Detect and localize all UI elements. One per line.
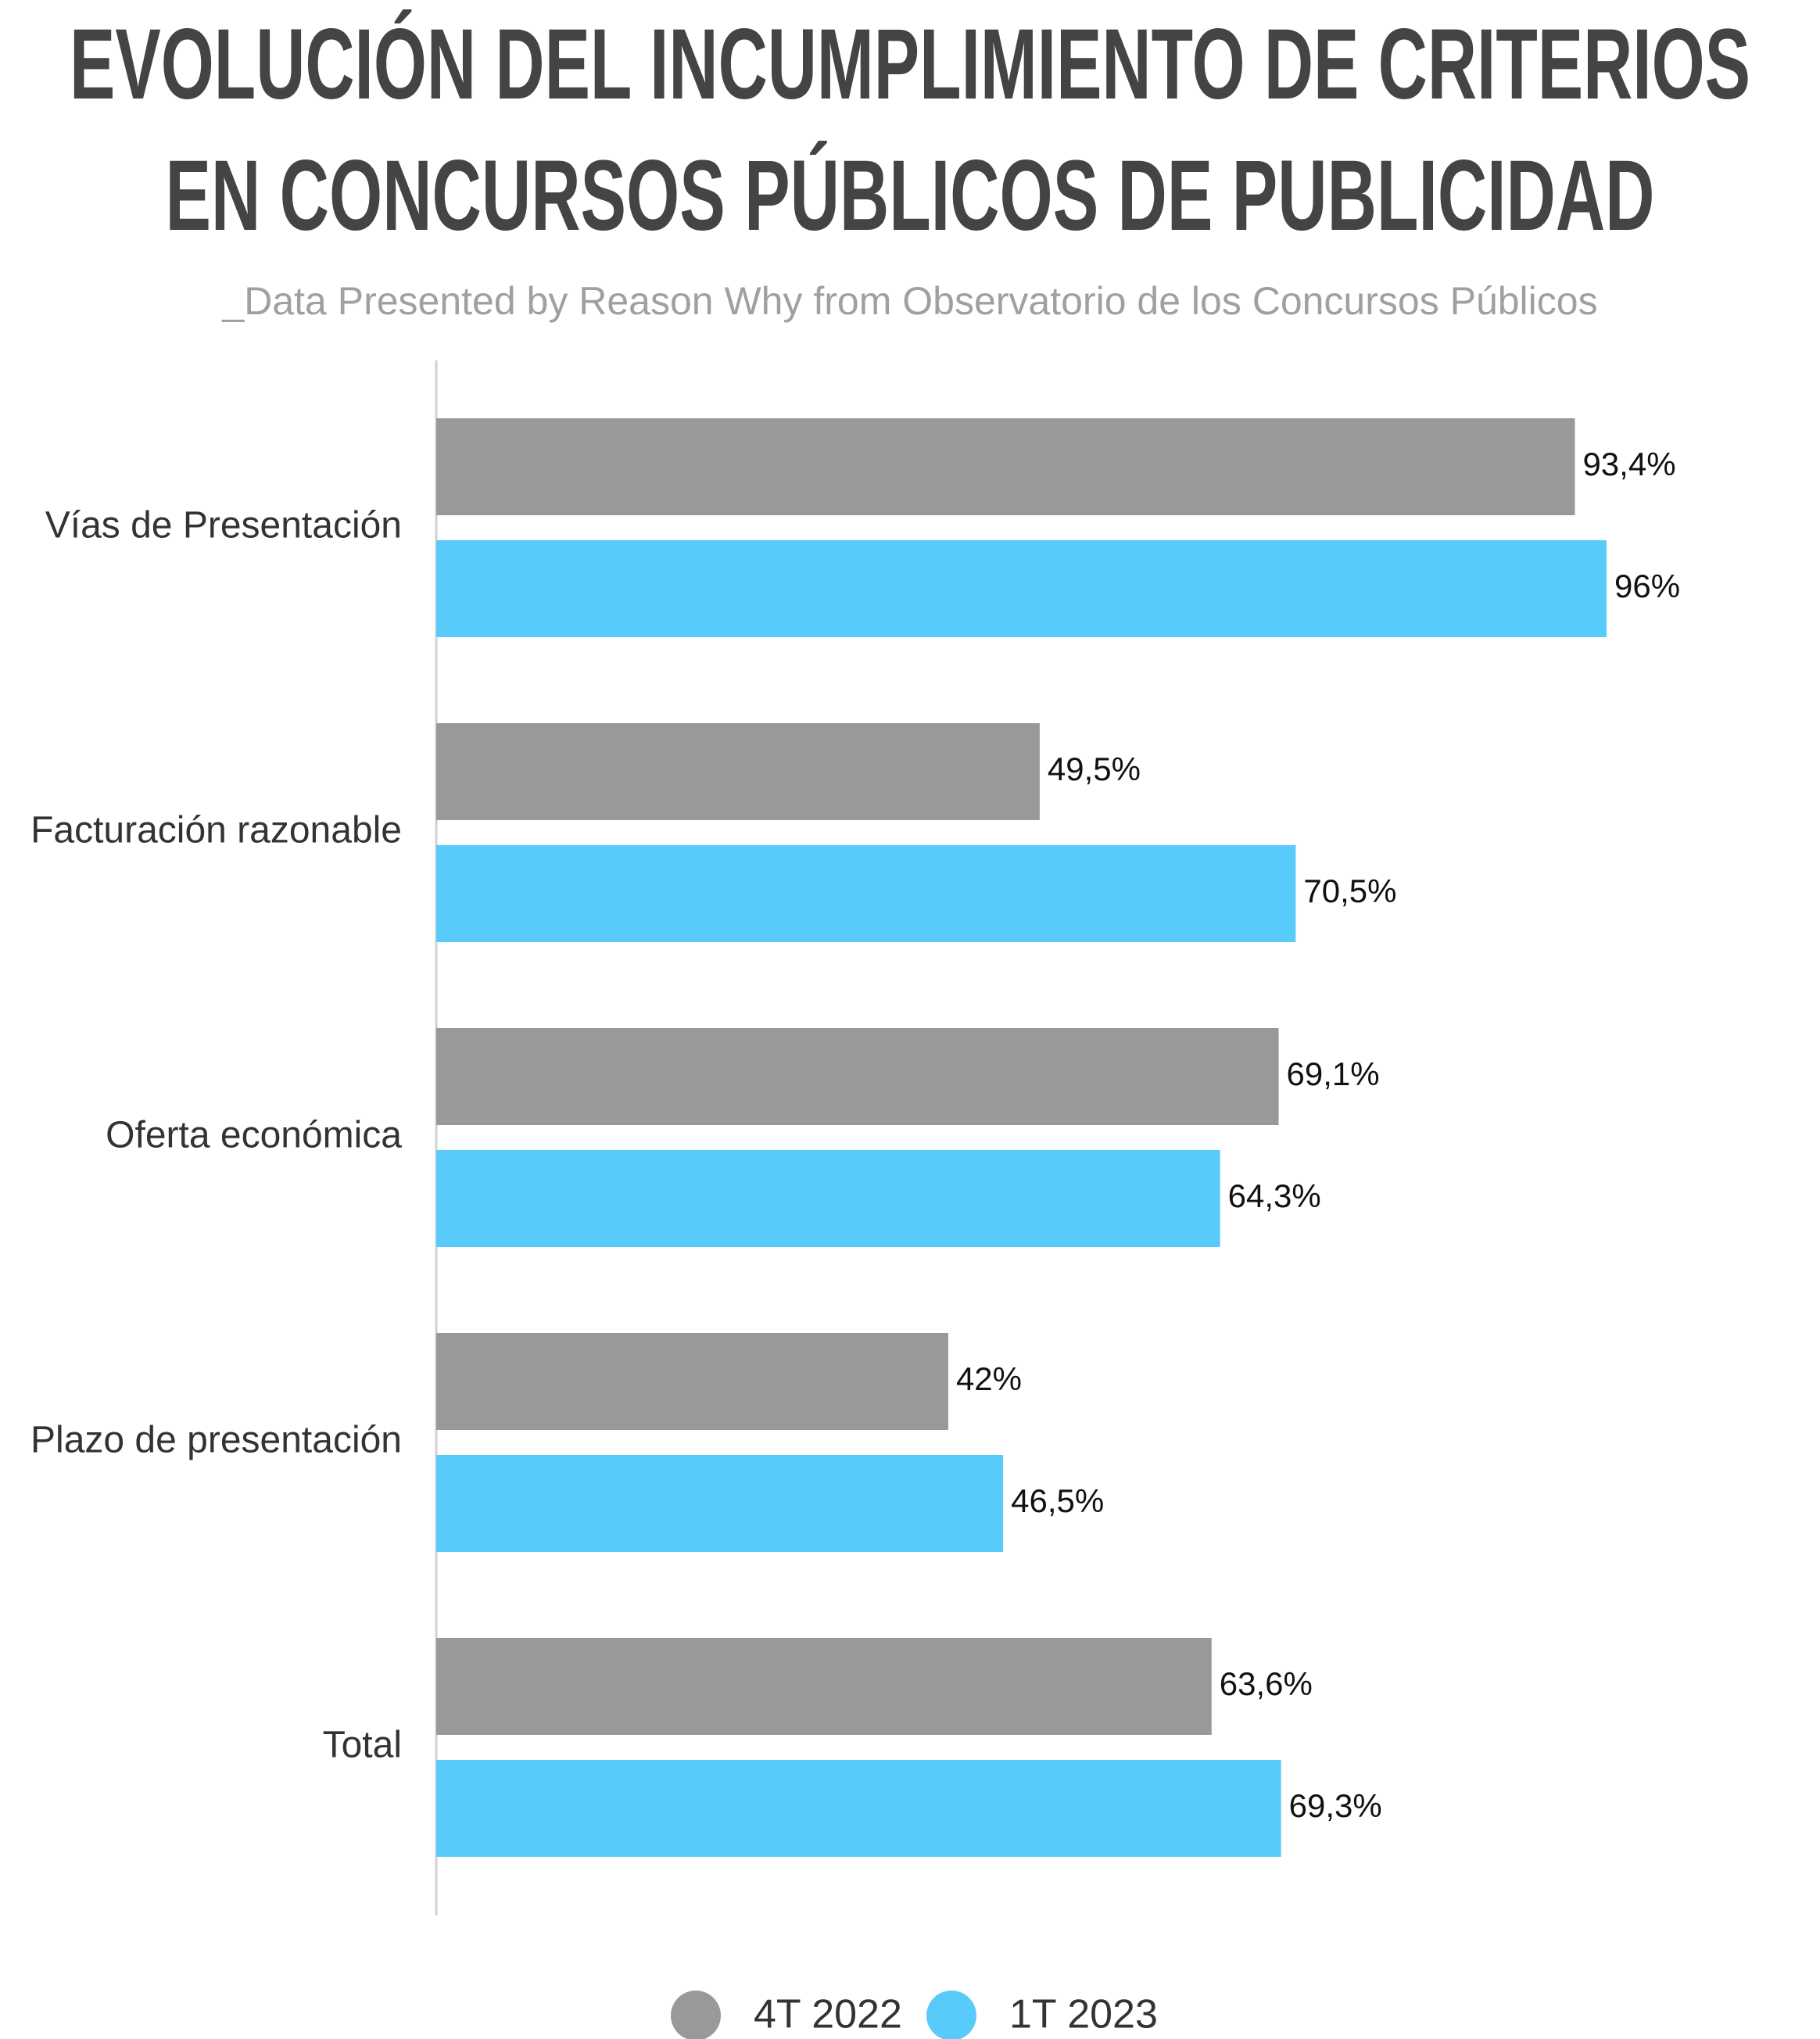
value-label: 70,5% xyxy=(1303,873,1396,909)
category-label: Plazo de presentación xyxy=(30,1420,402,1461)
value-label: 69,1% xyxy=(1287,1055,1380,1092)
bar xyxy=(436,845,1296,942)
bar xyxy=(436,1150,1220,1247)
bar xyxy=(436,1028,1279,1125)
bar xyxy=(436,418,1575,515)
category-label: Vías de Presentación xyxy=(45,505,402,546)
value-label: 69,3% xyxy=(1289,1787,1382,1824)
chart-title: EN CONCURSOS PÚBLICOS DE PUBLICIDAD xyxy=(166,140,1655,252)
legend-marker xyxy=(671,1991,721,2039)
category-label: Total xyxy=(323,1725,402,1766)
chart-title: EVOLUCIÓN DEL INCUMPLIMIENTO DE CRITERIO… xyxy=(70,9,1750,120)
bar xyxy=(436,1638,1212,1735)
legend-label: 1T 2023 xyxy=(1009,1992,1158,2037)
value-label: 96% xyxy=(1614,568,1680,604)
bar xyxy=(436,540,1607,637)
value-label: 49,5% xyxy=(1048,751,1141,787)
category-label: Facturación razonable xyxy=(30,810,402,851)
value-label: 42% xyxy=(956,1360,1022,1397)
legend-marker xyxy=(926,1991,976,2039)
bar xyxy=(436,723,1040,820)
chart-subtitle: _Data Presented by Reason Why from Obser… xyxy=(221,279,1597,323)
category-label: Oferta económica xyxy=(106,1115,402,1156)
bar xyxy=(436,1760,1281,1857)
value-label: 63,6% xyxy=(1220,1665,1313,1702)
bar xyxy=(436,1333,948,1430)
value-label: 46,5% xyxy=(1011,1482,1104,1519)
value-label: 93,4% xyxy=(1582,446,1675,482)
bar xyxy=(436,1455,1004,1552)
value-label: 64,3% xyxy=(1228,1177,1321,1214)
legend-label: 4T 2022 xyxy=(754,1992,902,2037)
